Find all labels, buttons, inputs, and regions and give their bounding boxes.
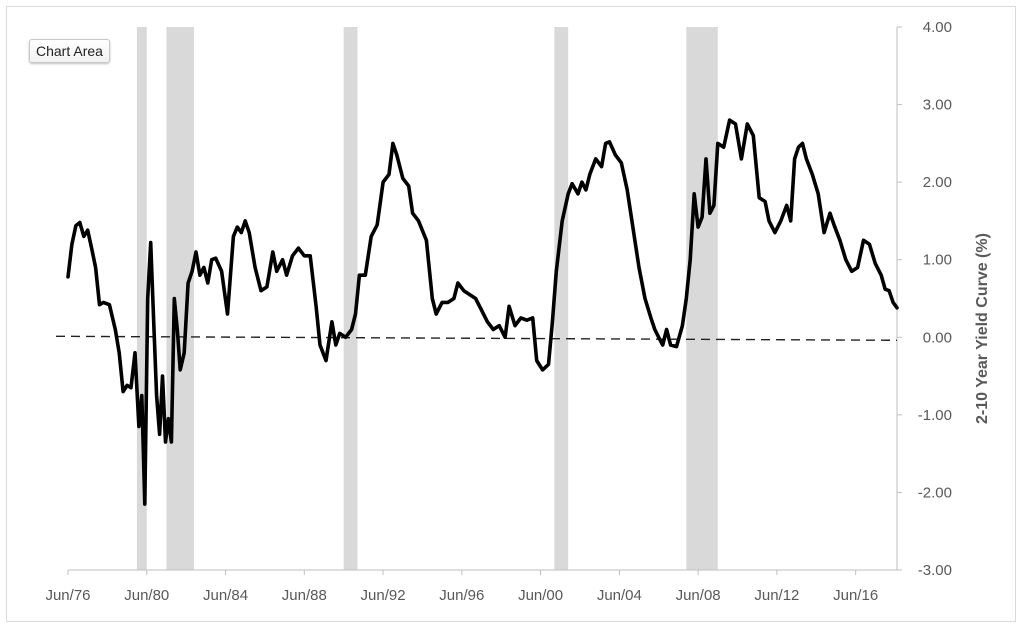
x-tick-label: Jun/76 (45, 587, 90, 604)
recession-band-2 (166, 27, 195, 570)
x-tick-labels: Jun/76 Jun/80 Jun/84 Jun/88 Jun/92 Jun/96 Jun/… (45, 570, 878, 604)
recession-band-3 (343, 27, 358, 570)
y-tick-label: 3.00 (923, 97, 952, 114)
x-tick-label: Jun/96 (439, 587, 484, 604)
y-tick-label: -1.00 (918, 407, 952, 424)
recession-band-1 (136, 27, 147, 570)
y-tick-label: 0.00 (923, 329, 952, 346)
y-tick-label: -2.00 (918, 484, 952, 501)
x-tick-label: Jun/16 (833, 587, 878, 604)
x-tick-label: Jun/04 (597, 587, 642, 604)
recession-band-5 (686, 27, 718, 570)
recession-bands (136, 27, 718, 570)
recession-band-4 (554, 27, 569, 570)
y-tick-label: 2.00 (923, 174, 952, 191)
chart-area-tooltip[interactable]: Chart Area (29, 39, 110, 63)
y-tick-labels: 4.00 3.00 2.00 1.00 0.00 -1.00 -2.00 -3.00 (897, 19, 952, 579)
axes (68, 27, 898, 571)
x-tick-label: Jun/00 (518, 587, 563, 604)
x-tick-label: Jun/08 (676, 587, 721, 604)
y-tick-label: 1.00 (923, 252, 952, 269)
x-tick-label: Jun/88 (282, 587, 327, 604)
x-tick-label: Jun/80 (124, 587, 169, 604)
x-tick-label: Jun/12 (754, 587, 799, 604)
x-tick-label: Jun/92 (361, 587, 406, 604)
y-axis-title: 2-10 Year Yield Curve (%) (974, 233, 991, 424)
zero-reference-line (55, 335, 898, 341)
y-tick-label: 4.00 (923, 19, 952, 36)
y-tick-label: -3.00 (918, 562, 952, 579)
x-tick-label: Jun/84 (203, 587, 248, 604)
yield-curve-series-line (66, 118, 899, 506)
